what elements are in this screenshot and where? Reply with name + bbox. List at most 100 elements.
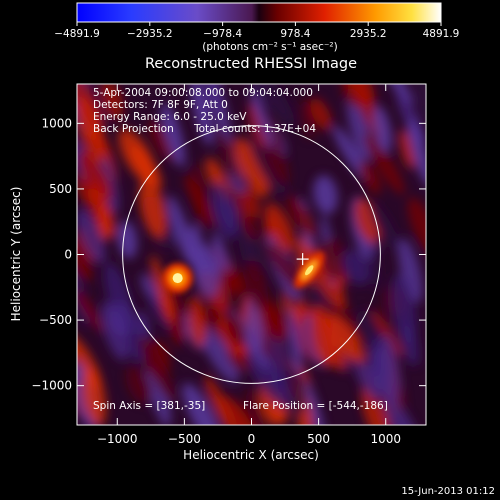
texture-blob	[313, 175, 338, 215]
texture-blob	[407, 197, 426, 259]
chart-title: Reconstructed RHESSI Image	[145, 56, 357, 72]
texture-blob	[77, 96, 106, 163]
texture-blob	[89, 181, 116, 239]
texture-blob	[242, 186, 261, 219]
texture-blob	[250, 87, 274, 150]
texture-blob	[77, 288, 104, 333]
texture-blob	[361, 382, 390, 425]
sources-layer	[162, 252, 325, 294]
colorbar	[77, 3, 441, 22]
texture-blob	[204, 375, 235, 425]
texture-blob	[78, 151, 112, 200]
texture-blob	[82, 366, 107, 425]
x-tick-label: 1000	[370, 432, 401, 446]
colorbar-tick-label: 4891.9	[423, 28, 460, 40]
texture-blob	[184, 175, 218, 228]
texture-blob	[303, 379, 326, 425]
colorbar-tick-label: 978.4	[280, 28, 310, 40]
texture-blob	[245, 388, 265, 425]
texture-blob	[171, 281, 186, 338]
texture-blob	[130, 144, 162, 189]
y-tick-label: 0	[64, 248, 72, 262]
texture-blob	[399, 129, 415, 170]
flare-source	[162, 263, 193, 294]
texture-blob	[326, 314, 365, 365]
texture-blob	[224, 313, 246, 347]
texture-blob	[188, 295, 206, 348]
colorbar-tick-label: −978.4	[203, 28, 242, 40]
texture-blob	[250, 84, 295, 126]
y-tick-label: −500	[39, 313, 72, 327]
footer-date: 15-Jun-2013 01:12	[401, 486, 495, 497]
axes-layer: −1000 −500 0 500 1000 −1000 −500 0 500 1000	[31, 84, 426, 446]
texture-blob	[287, 195, 317, 239]
y-tick-label: −1000	[31, 379, 72, 393]
texture-blob	[365, 133, 405, 195]
texture-blob	[139, 176, 167, 239]
texture-blob	[219, 197, 238, 232]
colorbar-tick-label: −4891.9	[54, 28, 100, 40]
texture-blob	[244, 259, 269, 313]
texture-blob	[397, 238, 423, 304]
texture-blob	[167, 195, 195, 265]
texture-blob	[417, 84, 426, 120]
colorbar-ticks: −4891.9 −2935.2 −978.4 978.4 2935.2 4891.9	[54, 22, 459, 40]
texture-blob	[203, 84, 223, 113]
texture-blob	[355, 359, 383, 402]
texture-blob	[370, 203, 400, 251]
texture-blob	[359, 160, 382, 195]
colorbar-unit: (photons cm⁻² s⁻¹ asec⁻²)	[202, 41, 337, 53]
texture-blob	[101, 301, 129, 361]
colorbar-tick-label: 2935.2	[350, 28, 387, 40]
texture-blob	[77, 237, 93, 282]
texture-blob	[182, 383, 222, 425]
y-axis-label: Heliocentric Y (arcsec)	[9, 187, 23, 322]
annotation-flare-position: Flare Position = [-544,-186]	[243, 400, 388, 412]
texture-blob	[346, 90, 372, 162]
texture-blob	[125, 365, 152, 405]
texture-blob	[320, 237, 347, 281]
texture-blob	[104, 262, 135, 331]
texture-blob	[148, 119, 176, 162]
x-tick-label: −500	[168, 432, 201, 446]
y-tick-label: 500	[49, 182, 72, 196]
annotation-detectors: Detectors: 7F 8F 9F, Att 0	[93, 99, 228, 111]
texture-blob	[84, 84, 109, 128]
y-tick-label: 1000	[41, 116, 72, 130]
annotation-energy: Energy Range: 6.0 - 25.0 keV	[93, 111, 247, 123]
texture-blob	[247, 101, 267, 148]
x-tick-label: 0	[248, 432, 256, 446]
colorbar-frame	[76, 2, 442, 23]
x-tick-label: 500	[307, 432, 330, 446]
texture-blob	[190, 84, 214, 146]
texture-blob	[341, 249, 370, 286]
texture-blob	[371, 309, 404, 357]
texture-blob	[77, 208, 106, 264]
texture-blob	[265, 202, 296, 253]
texture-blob	[161, 102, 186, 168]
image-texture	[77, 84, 426, 425]
texture-blob	[372, 105, 392, 153]
texture-blob	[234, 137, 269, 198]
annotation-spin-axis: Spin Axis = [381,-35]	[93, 400, 205, 412]
annotation-method: Back Projection	[93, 123, 174, 135]
texture-blob	[195, 244, 220, 299]
texture-blob	[216, 128, 242, 184]
texture-blob	[383, 396, 420, 425]
texture-blob	[311, 305, 337, 368]
texture-blob	[380, 333, 401, 408]
texture-blob	[266, 242, 303, 291]
texture-blob	[245, 346, 291, 409]
texture-blob	[368, 243, 381, 291]
texture-blob	[139, 335, 177, 404]
texture-blob	[199, 324, 239, 384]
x-axis-label: Heliocentric X (arcsec)	[183, 448, 319, 462]
texture-blob	[218, 394, 256, 425]
texture-blob	[212, 232, 230, 273]
texture-blob	[288, 307, 302, 376]
solar-limb	[122, 125, 381, 384]
texture-blob	[391, 274, 417, 346]
annotation-time: 5-Apr-2004 09:00:08.000 to 09:04:04.000	[93, 87, 313, 99]
